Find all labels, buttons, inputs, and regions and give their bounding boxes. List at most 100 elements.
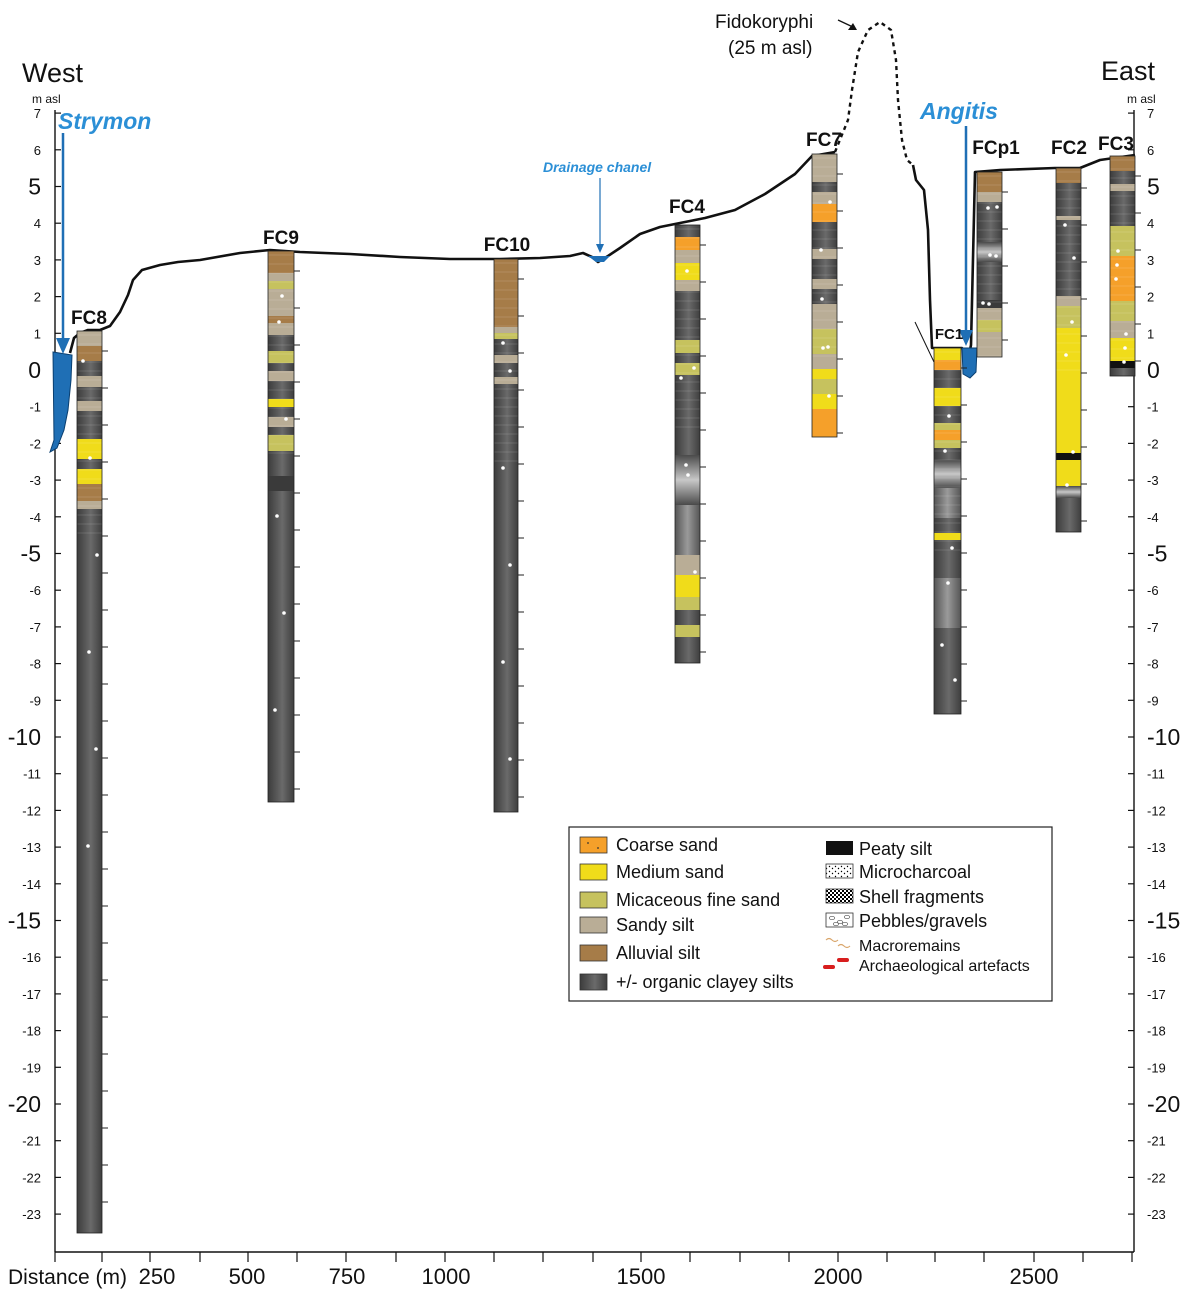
core-layer bbox=[268, 323, 294, 335]
core-fc7: FC7 bbox=[806, 130, 843, 438]
distance-axis: 250 500 750 1000 1500 2000 2500 bbox=[54, 1251, 1134, 1289]
fidokoryphi-hill-outline bbox=[833, 20, 914, 166]
core-layer bbox=[1110, 184, 1135, 191]
core-layer bbox=[77, 561, 102, 1233]
core-label: FC1 bbox=[935, 326, 963, 343]
elev-tick-label-left: -14 bbox=[22, 877, 41, 892]
core-inclusion-dot bbox=[508, 563, 512, 567]
elev-tick-label-right: -17 bbox=[1147, 987, 1166, 1002]
core-layer bbox=[494, 339, 518, 355]
core-layer bbox=[77, 501, 102, 509]
core-label: FC4 bbox=[669, 197, 705, 218]
right-axis-unit: m asl bbox=[1127, 92, 1156, 106]
core-layer bbox=[494, 355, 518, 363]
core-layer bbox=[977, 220, 1002, 242]
distance-tick-label: 2000 bbox=[814, 1264, 863, 1289]
core-inclusion-dot bbox=[86, 844, 90, 848]
core-inclusion-dot bbox=[1070, 320, 1074, 324]
core-inclusion-dot bbox=[987, 302, 991, 306]
core-layer bbox=[812, 249, 837, 259]
core-layer bbox=[268, 381, 294, 399]
core-layer bbox=[77, 361, 102, 376]
legend: Coarse sand Medium sand Micaceous fine san… bbox=[568, 826, 1053, 1002]
core-layer bbox=[77, 439, 102, 459]
core-layer bbox=[675, 455, 700, 505]
elev-tick-label-left: 6 bbox=[34, 143, 41, 158]
core-layer bbox=[812, 230, 837, 249]
legend-swatch bbox=[579, 973, 608, 991]
core-inclusion-dot bbox=[501, 466, 505, 470]
legend-label: Microcharcoal bbox=[859, 862, 971, 882]
core-layer bbox=[675, 340, 700, 353]
core-layer bbox=[812, 304, 837, 329]
core-layer bbox=[934, 388, 961, 406]
core-inclusion-dot bbox=[1071, 450, 1075, 454]
core-inclusion-dot bbox=[940, 643, 944, 647]
elev-tick-label-left: -18 bbox=[22, 1024, 41, 1039]
core-inclusion-dot bbox=[947, 414, 951, 418]
core-outline bbox=[933, 347, 962, 715]
core-inclusion-dot bbox=[87, 650, 91, 654]
core-layer bbox=[675, 353, 700, 363]
elev-tick-label-right: -22 bbox=[1147, 1170, 1166, 1185]
core-layer bbox=[268, 281, 294, 289]
core-outline bbox=[976, 171, 1003, 358]
legend-label: +/- organic clayey silts bbox=[616, 972, 794, 992]
core-layer bbox=[812, 379, 837, 394]
elev-tick-label-left: 3 bbox=[34, 253, 41, 268]
core-layer bbox=[812, 154, 837, 182]
core-layer bbox=[977, 262, 1002, 282]
elev-tick-label-right: -13 bbox=[1147, 840, 1166, 855]
core-outline bbox=[76, 330, 103, 1234]
core-layer bbox=[494, 363, 518, 377]
elev-tick-label-left: 7 bbox=[34, 106, 41, 121]
core-layer bbox=[934, 430, 961, 440]
core-layer bbox=[675, 250, 700, 263]
distance-tick-label: 250 bbox=[139, 1264, 176, 1289]
core-fc4: FC4 bbox=[669, 197, 706, 664]
core-layer bbox=[494, 459, 518, 812]
core-inclusion-dot bbox=[284, 417, 288, 421]
core-inclusion-dot bbox=[988, 253, 992, 257]
elev-tick-label-left: -10 bbox=[8, 724, 41, 750]
core-layer bbox=[934, 440, 961, 448]
core-layer bbox=[934, 540, 961, 578]
west-label: West bbox=[22, 58, 84, 88]
fidokoryphi-pointer-head bbox=[848, 23, 857, 30]
core-layer bbox=[1056, 306, 1081, 328]
core-inclusion-dot bbox=[1072, 256, 1076, 260]
core-inclusion-dot bbox=[995, 205, 999, 209]
elev-tick-label-right: 7 bbox=[1147, 106, 1154, 121]
core-inclusion-dot bbox=[94, 747, 98, 751]
wavy-icon bbox=[825, 937, 851, 949]
elev-tick-label-right: -4 bbox=[1147, 510, 1159, 525]
core-layer bbox=[977, 202, 1002, 220]
core-inclusion-dot bbox=[1122, 360, 1126, 364]
core-inclusion-dot bbox=[88, 456, 92, 460]
core-layer bbox=[934, 348, 961, 360]
core-layer bbox=[675, 625, 700, 637]
core-logs: FC8 FC9 FC10 FC4 FC7 FC1 FCp1 FC2 FC3 bbox=[71, 130, 1141, 1234]
distance-tick-label: 500 bbox=[229, 1264, 266, 1289]
core-inclusion-dot bbox=[953, 678, 957, 682]
elev-tick-label-right: -15 bbox=[1147, 908, 1180, 934]
core-inclusion-dot bbox=[280, 294, 284, 298]
legend-label: Shell fragments bbox=[859, 887, 984, 907]
core-layer bbox=[268, 363, 294, 371]
core-label: FC10 bbox=[484, 235, 530, 256]
core-layer bbox=[268, 371, 294, 381]
core-layer bbox=[77, 484, 102, 501]
elev-tick-label-left: -2 bbox=[29, 436, 41, 451]
core-inclusion-dot bbox=[95, 553, 99, 557]
strymon-label: Strymon bbox=[58, 108, 151, 134]
core-layer bbox=[1056, 453, 1081, 460]
legend-swatch bbox=[579, 891, 608, 909]
elev-tick-label-right: 0 bbox=[1147, 357, 1160, 383]
core-layer bbox=[268, 476, 294, 491]
core-outline bbox=[811, 153, 838, 438]
core-layer bbox=[934, 628, 961, 714]
elev-tick-label-left: -9 bbox=[29, 693, 41, 708]
core-layer bbox=[1110, 156, 1135, 171]
core-outline bbox=[267, 250, 295, 803]
topographic-surface-line bbox=[68, 150, 836, 354]
